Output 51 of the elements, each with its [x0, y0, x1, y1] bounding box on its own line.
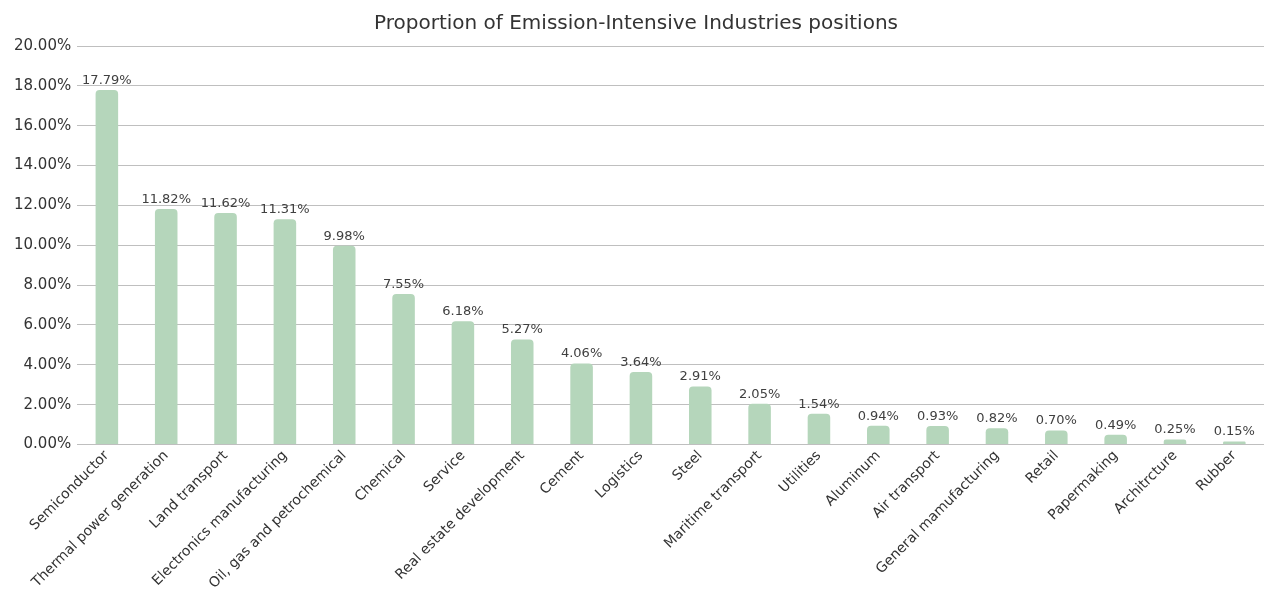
data-label: 11.31%	[260, 201, 310, 217]
chart-title: Proportion of Emission-Intensive Industries positions	[374, 10, 898, 35]
bar	[926, 425, 949, 444]
bar	[510, 339, 534, 444]
bar	[1045, 430, 1068, 444]
bar	[451, 321, 475, 444]
data-label: 0.93%	[916, 407, 959, 423]
data-label: 2.05%	[738, 385, 781, 401]
bar	[95, 90, 119, 444]
y-tick-label: 2.00%	[23, 394, 72, 413]
data-label: 3.64%	[620, 353, 662, 369]
y-tick-label: 20.00%	[13, 35, 72, 54]
bar	[748, 403, 771, 444]
data-label: 4.06%	[560, 345, 603, 361]
bar	[154, 208, 178, 444]
data-label: 0.70%	[1035, 412, 1077, 428]
data-label: 6.18%	[442, 303, 484, 319]
bar	[688, 386, 712, 444]
y-tick-label: 16.00%	[13, 115, 72, 134]
data-label: 0.25%	[1154, 421, 1196, 437]
bar	[273, 219, 297, 444]
data-label: 11.82%	[141, 190, 191, 206]
data-label: 0.94%	[857, 407, 899, 423]
y-tick-label: 14.00%	[13, 155, 72, 174]
bar	[629, 371, 653, 444]
y-tick-label: 10.00%	[13, 235, 72, 254]
bar	[214, 212, 237, 444]
bar	[985, 428, 1009, 444]
y-tick-label: 8.00%	[23, 274, 72, 293]
y-tick-label: 6.00%	[23, 314, 72, 333]
bar	[1104, 434, 1127, 444]
y-tick-label: 12.00%	[13, 195, 72, 214]
y-tick-label: 18.00%	[13, 75, 72, 94]
y-tick-label: 4.00%	[23, 354, 72, 373]
data-label: 0.15%	[1213, 423, 1255, 439]
data-label: 7.55%	[382, 275, 425, 291]
data-label: 0.82%	[976, 410, 1018, 426]
data-label: 5.27%	[501, 321, 543, 337]
bar	[1223, 441, 1246, 444]
data-label: 17.79%	[82, 71, 132, 87]
bar	[332, 245, 356, 444]
data-label: 1.54%	[798, 395, 840, 411]
data-label: 0.49%	[1094, 416, 1137, 432]
bar	[807, 413, 831, 444]
data-label: 9.98%	[323, 227, 365, 243]
bar	[570, 363, 593, 444]
bar	[867, 425, 890, 444]
data-label: 2.91%	[679, 368, 721, 384]
y-tick-label: 0.00%	[23, 434, 72, 453]
data-label: 11.62%	[200, 194, 251, 210]
bar	[392, 294, 415, 444]
